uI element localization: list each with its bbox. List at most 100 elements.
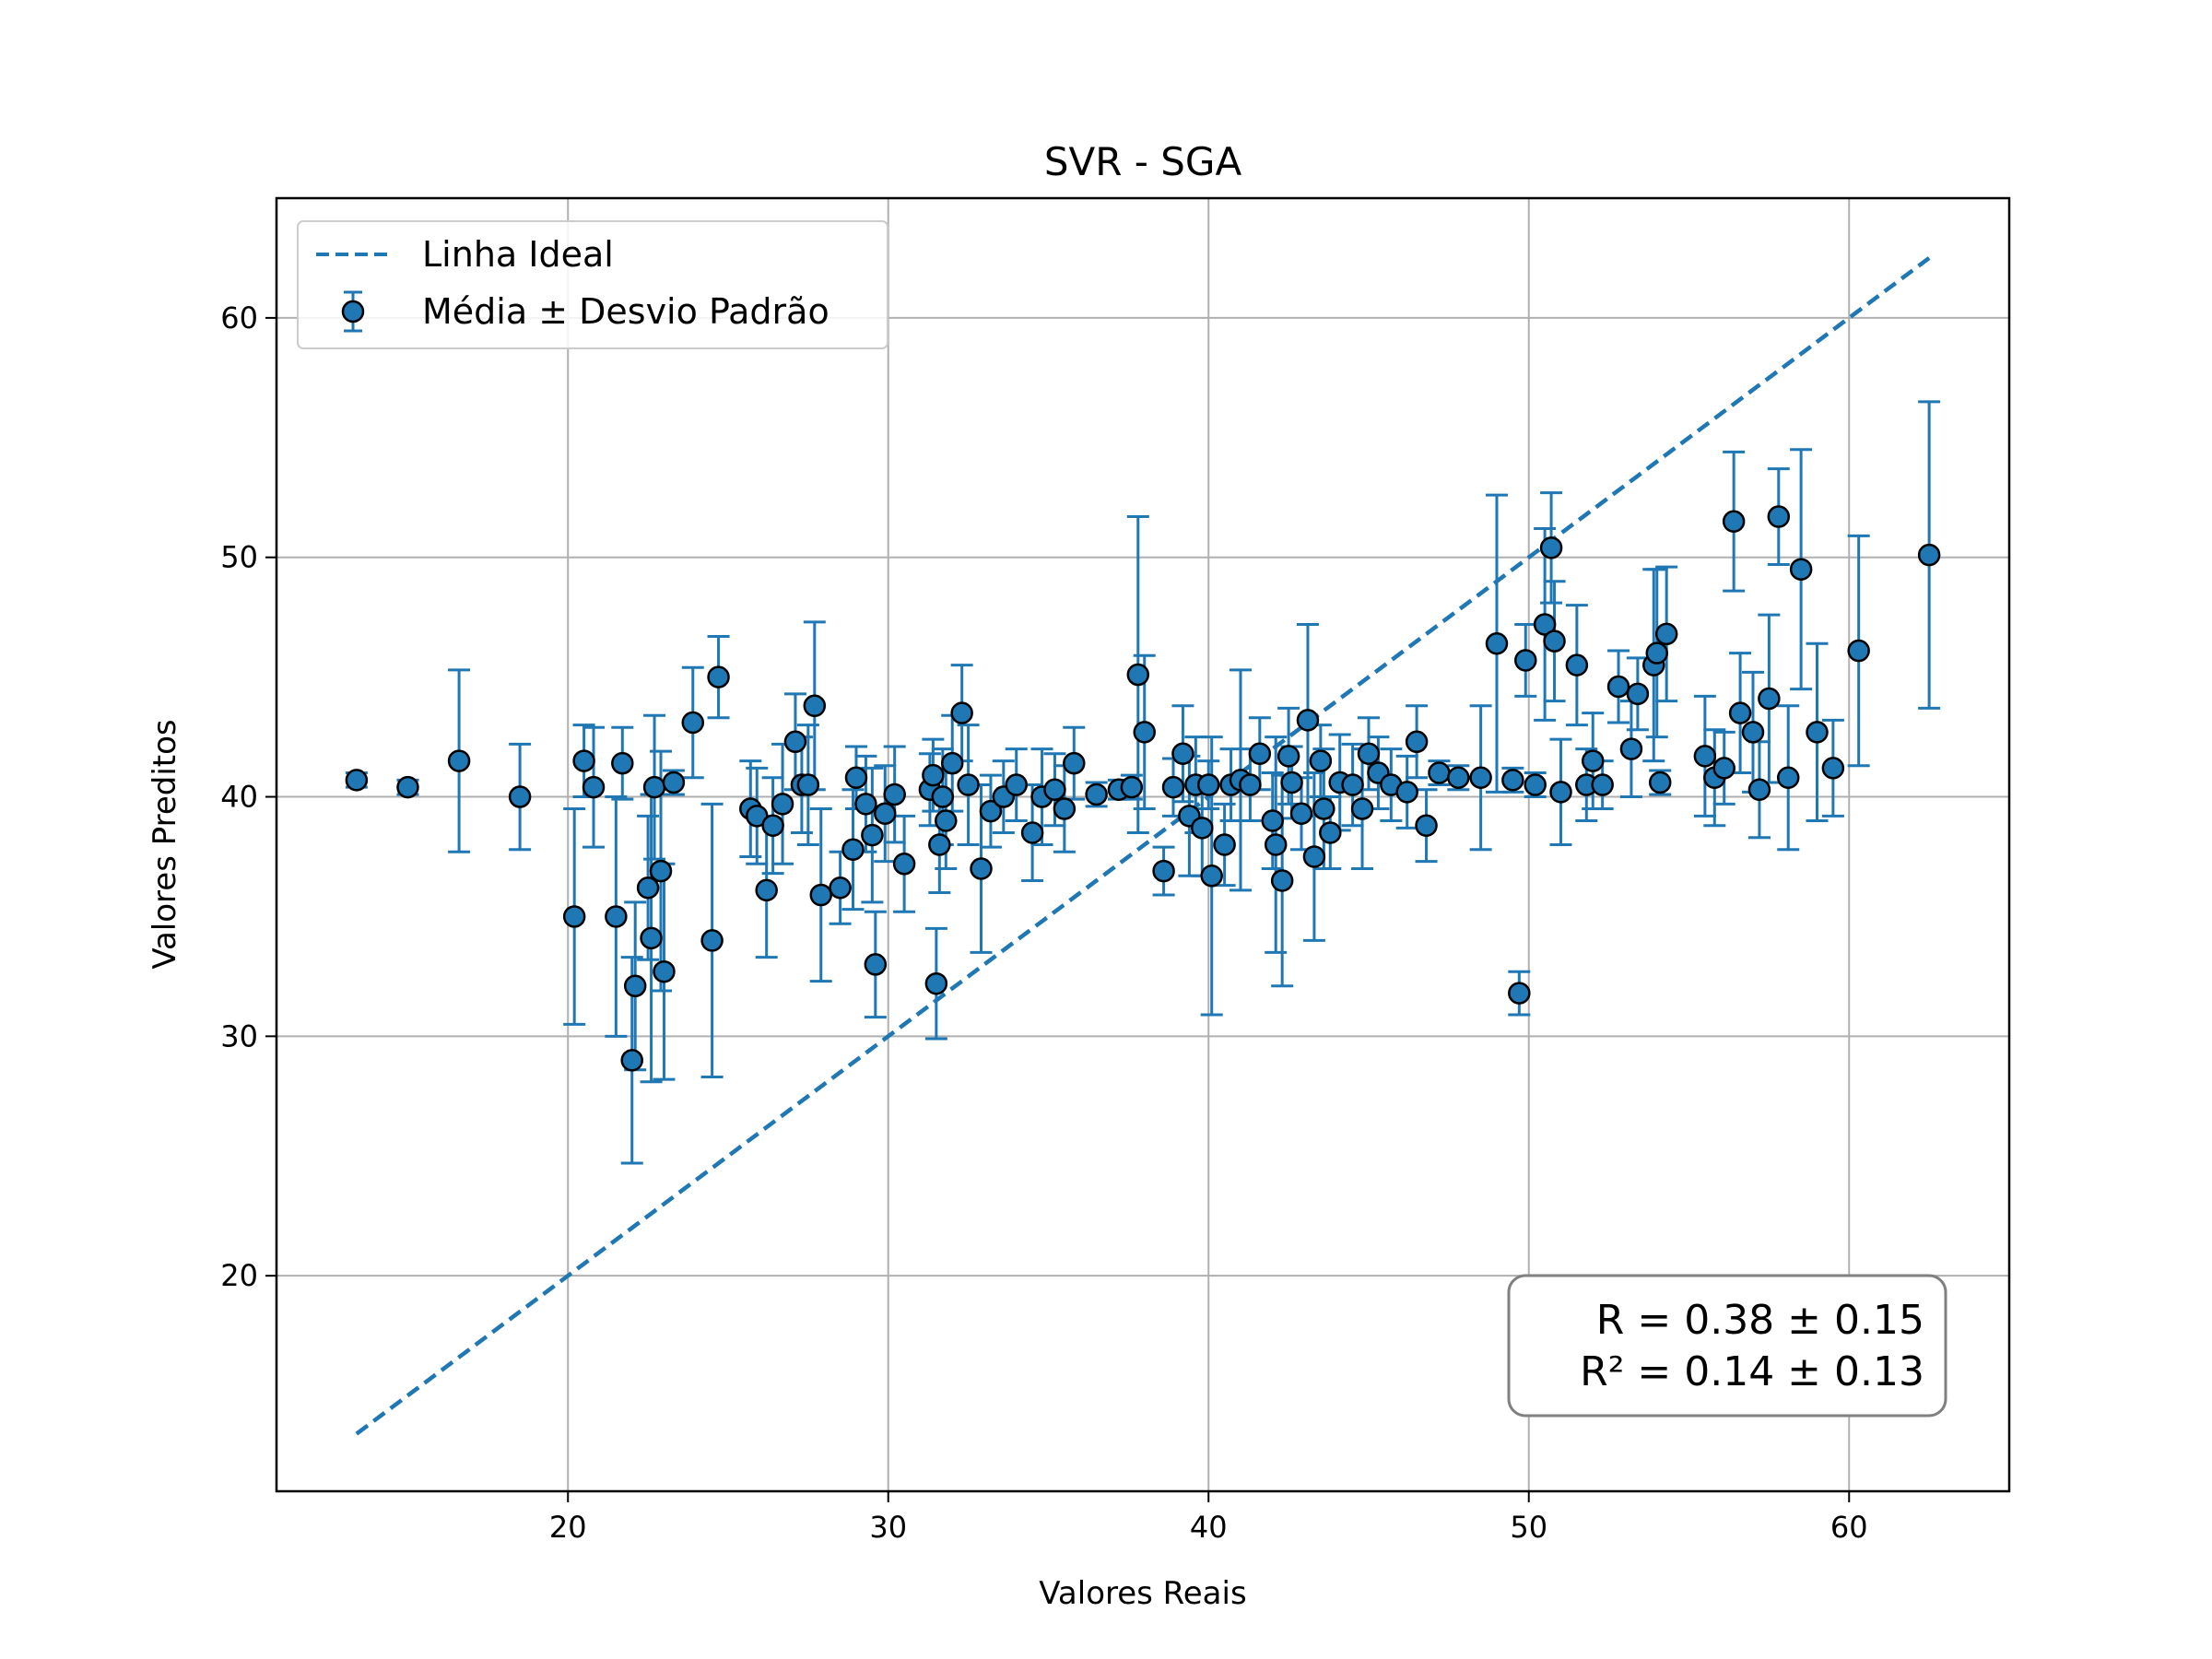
data-point <box>892 853 916 876</box>
data-point <box>700 929 724 952</box>
data-point <box>1469 766 1492 790</box>
data-point <box>1847 639 1870 663</box>
data-point <box>1428 761 1451 784</box>
data-point <box>1152 859 1175 883</box>
data-point <box>883 782 906 806</box>
data-point <box>508 785 532 808</box>
axis-ticks: 20 30 40 50 60 20 30 40 50 60 <box>220 300 1867 1545</box>
data-point <box>1543 629 1566 653</box>
data-point <box>1648 771 1672 794</box>
data-points-layer <box>345 505 1941 1072</box>
legend-errorbar-swatch <box>341 290 365 333</box>
data-point <box>1120 775 1144 799</box>
data-point <box>345 769 369 792</box>
data-point <box>1789 558 1813 581</box>
data-point <box>1213 833 1236 856</box>
data-point <box>957 773 980 796</box>
data-point <box>809 883 833 907</box>
plot-area-frame <box>275 196 2011 1493</box>
data-point <box>1549 781 1572 804</box>
data-point <box>783 730 807 754</box>
stats-r2-value: R² = 0.14 ± 0.13 <box>1580 1348 1924 1395</box>
stats-box: R = 0.38 ± 0.15 R² = 0.14 ± 0.13 <box>1507 1274 1947 1418</box>
chart-title: SVR - SGA <box>1044 139 1242 184</box>
data-point <box>1296 709 1320 732</box>
data-point <box>1447 766 1470 790</box>
data-point <box>1776 766 1800 790</box>
data-point <box>1626 682 1650 706</box>
data-point <box>1043 778 1066 801</box>
data-point <box>1524 773 1547 796</box>
legend: Linha Ideal Média ± Desvio Padrão <box>297 220 888 349</box>
data-point <box>662 771 686 794</box>
data-point <box>1289 802 1313 825</box>
data-point <box>572 749 595 772</box>
data-point <box>940 751 964 775</box>
data-point <box>1196 773 1220 796</box>
data-point <box>611 751 634 775</box>
data-point <box>1606 675 1630 699</box>
data-point <box>1591 773 1614 796</box>
data-point <box>1645 641 1668 665</box>
data-point <box>1747 778 1771 801</box>
data-point <box>1270 869 1294 892</box>
x-tick-label: 50 <box>1510 1510 1547 1545</box>
data-point <box>931 785 955 808</box>
data-point <box>707 665 730 688</box>
ideal-line <box>355 256 1931 1436</box>
data-point <box>605 905 628 928</box>
data-point <box>636 877 660 900</box>
data-point <box>640 926 663 950</box>
y-tick-label: 60 <box>220 300 258 335</box>
data-point <box>771 793 794 816</box>
data-point <box>755 878 778 902</box>
stats-r-value: R = 0.38 ± 0.15 <box>1596 1297 1924 1344</box>
legend-label-mean-std: Média ± Desvio Padrão <box>422 291 830 332</box>
data-point <box>1821 757 1845 780</box>
y-tick-label: 20 <box>220 1258 258 1293</box>
data-point <box>623 974 647 998</box>
data-point <box>1917 543 1941 567</box>
data-point <box>1264 833 1288 856</box>
data-point <box>1693 745 1717 768</box>
x-tick-label: 20 <box>549 1510 587 1545</box>
data-point <box>1063 751 1086 775</box>
data-point <box>1191 817 1214 840</box>
data-point <box>1501 769 1524 792</box>
data-point <box>1053 797 1077 820</box>
data-point <box>1277 745 1300 768</box>
data-point <box>1248 742 1272 766</box>
data-point <box>649 859 673 883</box>
data-point <box>854 793 877 816</box>
data-point <box>1722 510 1746 533</box>
legend-label-ideal: Linha Ideal <box>422 234 614 275</box>
legend-box <box>297 220 888 349</box>
data-point <box>582 775 606 799</box>
data-point <box>928 833 951 856</box>
data-point <box>1280 771 1303 794</box>
data-point <box>1415 814 1438 837</box>
data-point <box>1405 730 1429 754</box>
data-point <box>1514 649 1537 672</box>
data-point <box>1767 505 1791 528</box>
data-point <box>1350 797 1374 820</box>
data-point <box>1728 701 1752 724</box>
data-point <box>1239 773 1262 796</box>
data-point <box>1005 773 1028 796</box>
data-point <box>861 823 884 847</box>
data-point <box>979 799 1003 823</box>
x-tick-label: 60 <box>1830 1510 1868 1545</box>
data-point <box>642 775 666 799</box>
data-point <box>874 802 897 825</box>
ideal-line-layer <box>355 256 1931 1436</box>
data-point <box>1302 845 1326 868</box>
y-tick-label: 50 <box>220 540 258 575</box>
data-point <box>1126 663 1150 687</box>
data-point <box>841 838 865 861</box>
data-point <box>396 775 419 799</box>
data-point <box>864 953 888 976</box>
grid-lines <box>276 198 2009 1491</box>
data-point <box>1806 721 1829 744</box>
data-point <box>1312 797 1335 820</box>
